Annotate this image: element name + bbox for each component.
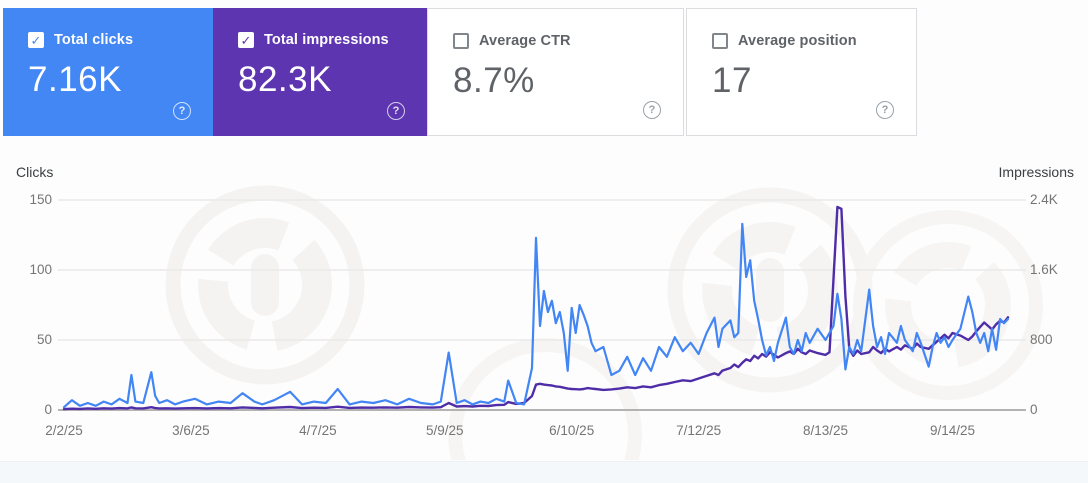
bottom-strip bbox=[0, 461, 1088, 483]
card-header: ✓ Total clicks bbox=[28, 32, 133, 48]
average-ctr-value: 8.7% bbox=[453, 61, 535, 100]
xtick-date: 7/12/25 bbox=[676, 423, 722, 438]
watermark-logo bbox=[165, 185, 1043, 460]
card-label: Total impressions bbox=[264, 32, 389, 48]
impressions-line-series bbox=[62, 205, 1010, 411]
left-ytick: 0 bbox=[44, 402, 52, 417]
metric-card-average-position[interactable]: Average position 17 ? bbox=[686, 8, 917, 136]
chart-canvas bbox=[58, 185, 1043, 460]
metric-card-total-clicks[interactable]: ✓ Total clicks 7.16K ? bbox=[3, 8, 213, 136]
help-icon[interactable]: ? bbox=[876, 101, 894, 119]
average-ctr-checkbox[interactable] bbox=[453, 33, 469, 49]
average-position-checkbox[interactable] bbox=[712, 33, 728, 49]
card-label: Average position bbox=[738, 33, 857, 49]
xtick-date: 5/9/25 bbox=[425, 423, 464, 438]
xtick-date: 8/13/25 bbox=[803, 423, 849, 438]
xtick-date: 4/7/25 bbox=[299, 423, 337, 438]
xtick-date: 6/10/25 bbox=[549, 423, 595, 438]
total-clicks-checkbox[interactable]: ✓ bbox=[28, 32, 44, 48]
left-ytick: 100 bbox=[29, 262, 52, 277]
left-ytick: 50 bbox=[36, 332, 52, 347]
average-position-value: 17 bbox=[712, 61, 752, 100]
card-label: Average CTR bbox=[479, 33, 571, 49]
card-header: Average position bbox=[712, 33, 857, 49]
card-header: Average CTR bbox=[453, 33, 571, 49]
xtick-date: 3/6/25 bbox=[172, 423, 210, 438]
metric-cards-row: ✓ Total clicks 7.16K ? ✓ Total impressio… bbox=[3, 8, 917, 136]
xtick-date: 2/2/25 bbox=[45, 423, 83, 438]
right-ytick: 2.4K bbox=[1030, 192, 1058, 207]
right-ytick: 800 bbox=[1030, 332, 1053, 347]
total-clicks-value: 7.16K bbox=[28, 60, 122, 99]
left-axis-title: Clicks bbox=[16, 164, 54, 180]
xtick-date: 9/14/25 bbox=[929, 423, 975, 438]
left-ytick: 150 bbox=[29, 192, 52, 207]
performance-chart: Clicks Impressions bbox=[0, 140, 1088, 460]
gridlines bbox=[58, 199, 1026, 411]
card-header: ✓ Total impressions bbox=[238, 32, 389, 48]
metric-card-average-ctr[interactable]: Average CTR 8.7% ? bbox=[427, 8, 684, 136]
total-impressions-value: 82.3K bbox=[238, 60, 332, 99]
card-label: Total clicks bbox=[54, 32, 134, 48]
total-impressions-checkbox[interactable]: ✓ bbox=[238, 32, 254, 48]
help-icon[interactable]: ? bbox=[387, 102, 405, 120]
metric-card-total-impressions[interactable]: ✓ Total impressions 82.3K ? bbox=[213, 8, 427, 136]
help-icon[interactable]: ? bbox=[173, 102, 191, 120]
clicks-line-series bbox=[62, 222, 1010, 409]
right-ytick: 0 bbox=[1030, 402, 1038, 417]
right-axis-title: Impressions bbox=[998, 164, 1074, 180]
help-icon[interactable]: ? bbox=[643, 101, 661, 119]
right-ytick: 1.6K bbox=[1030, 262, 1058, 277]
